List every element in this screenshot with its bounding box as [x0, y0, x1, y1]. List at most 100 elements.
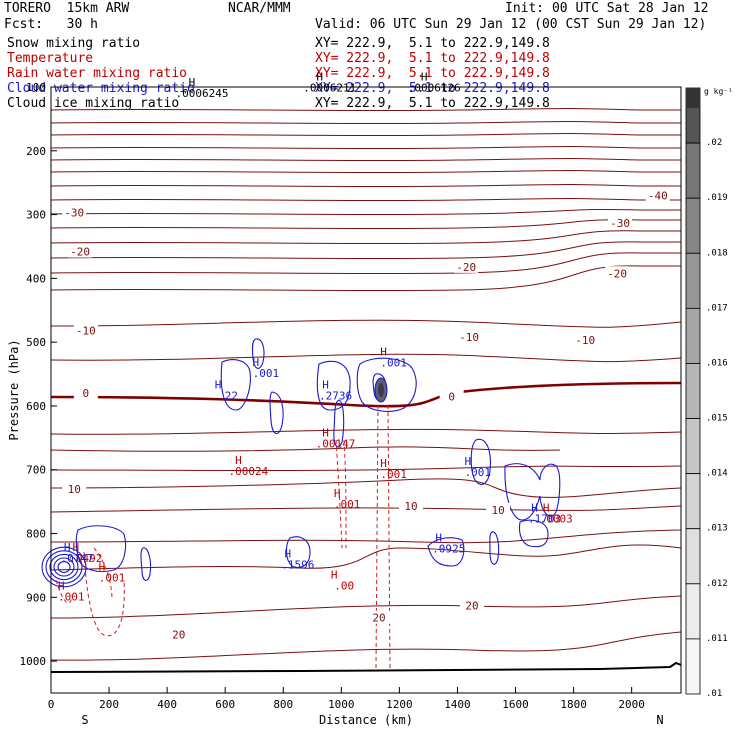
- field-name-temperature: Temperature: [7, 51, 94, 66]
- x-tick-label: 400: [157, 698, 177, 711]
- isotherm: [50, 170, 681, 174]
- maximum-label: .001: [334, 498, 361, 511]
- colorbar-swatch: [686, 88, 700, 108]
- maximum-label: .22: [218, 390, 238, 403]
- cloud-water-contour: [220, 359, 251, 411]
- cloud-water-contour: [140, 547, 152, 581]
- colorbar-label: .018: [706, 248, 728, 258]
- cloud-water-contour: [45, 550, 83, 584]
- field-name-rain: Rain water mixing ratio: [7, 66, 188, 81]
- south-label: S: [81, 713, 88, 727]
- isotherm: [50, 595, 682, 619]
- temperature-label: -20: [607, 267, 627, 280]
- model-label: TORERO 15km ARW: [4, 1, 130, 16]
- maximum-label: .001: [99, 571, 126, 584]
- isotherm: [50, 265, 681, 292]
- temperature-label: 0: [448, 390, 455, 403]
- high-marker: H: [99, 560, 106, 573]
- isotherm: [50, 544, 682, 571]
- cloud-water-contour: [269, 391, 284, 434]
- maximum-label: .00024: [229, 465, 269, 478]
- cloud-water-contour: [75, 525, 127, 573]
- high-marker: H: [543, 502, 550, 515]
- temperature-label-bg: [367, 610, 392, 624]
- colorbar-label: .015: [706, 414, 728, 424]
- chart-marks: -40 -30 -30 -20 -20 -20 -10 -10 -10 0 0 10 10 10 20 20 2…: [58, 70, 670, 641]
- rain-water-contour: [83, 551, 125, 637]
- cloud-water-contour: [504, 463, 561, 521]
- maximum-label: .001: [58, 591, 85, 604]
- temperature-label-bg: [459, 598, 484, 612]
- x-tick-label: 1000: [328, 698, 355, 711]
- cloud-water-contour: [251, 338, 265, 369]
- cloud-water-contour: [53, 557, 75, 577]
- cloud-water-contour: [333, 399, 345, 448]
- high-marker: H: [235, 454, 242, 467]
- colorbar-unit: g kg⁻¹: [704, 87, 733, 96]
- cloud-water-contour: [49, 553, 79, 581]
- x-tick-label: 200: [99, 698, 119, 711]
- cloud-water-contour: [470, 438, 491, 485]
- y-tick-label: 200: [26, 145, 46, 158]
- isotherm: [50, 184, 681, 188]
- temperature-label-bg: [457, 330, 482, 344]
- ground-line: [50, 661, 682, 673]
- temperature-label-bg: [73, 323, 98, 337]
- isotherm: [50, 121, 681, 125]
- isotherm: [50, 108, 681, 112]
- high-marker: H: [253, 356, 260, 369]
- temperature-label: -30: [64, 207, 84, 220]
- high-marker: H: [421, 70, 428, 83]
- high-marker: H: [331, 569, 338, 582]
- maximum-label: .00147: [316, 437, 356, 450]
- temperature-label: 10: [491, 504, 504, 517]
- x-tick-label: 1600: [502, 698, 529, 711]
- temperature-label: -20: [456, 261, 476, 274]
- high-marker: H: [380, 345, 387, 358]
- maximum-label: .001: [380, 468, 407, 481]
- high-marker: H: [189, 76, 196, 89]
- maximum-label: .1703: [528, 513, 561, 526]
- colorbar-swatch: [685, 583, 701, 640]
- temperature-label: 20: [172, 628, 185, 641]
- colorbar-label: .017: [706, 303, 728, 313]
- field-name-cloud-ice: Cloud ice mixing ratio: [7, 96, 180, 111]
- high-marker: H: [464, 455, 471, 468]
- isotherm: [50, 505, 682, 513]
- isotherm: [50, 428, 682, 435]
- field-name-snow: Snow mixing ratio: [7, 36, 141, 51]
- temperature-label-bg: [439, 389, 464, 403]
- y-tick-label: 400: [26, 272, 46, 285]
- high-marker: H: [322, 426, 329, 439]
- temperature-label: -10: [575, 334, 595, 347]
- maximum-label: .2736: [319, 390, 352, 403]
- y-tick-label: 1000: [20, 655, 47, 668]
- isotherm: [50, 198, 681, 202]
- temperature-label-bg: [73, 386, 98, 400]
- valid-label: Valid: 06 UTC Sun 29 Jan 12 (00 CST Sun …: [315, 17, 707, 32]
- temperature-label-bg: [68, 244, 93, 258]
- isotherm: [50, 241, 681, 260]
- y-tick-label: 700: [26, 464, 46, 477]
- temperature-label: 10: [404, 500, 417, 513]
- high-marker: H: [215, 379, 222, 392]
- temperature-label-bg: [608, 215, 633, 229]
- maximum-label: .1596: [281, 559, 314, 572]
- isotherm: [50, 353, 682, 363]
- isotherm: [50, 133, 681, 137]
- cloud-water-contour: [285, 536, 311, 569]
- colorbar: .02 .019 .018 .017 .016 .015 .014 .013 .012 .011.…: [685, 87, 733, 699]
- y-tick-label: 300: [26, 209, 46, 222]
- temperature-label-bg: [454, 259, 479, 273]
- colorbar-swatch: [685, 307, 701, 364]
- colorbar-swatch: [685, 638, 701, 695]
- isotherm: [50, 446, 561, 452]
- y-tick-label: 800: [26, 528, 46, 541]
- maximum-label: .001: [253, 367, 280, 380]
- isotherm: [50, 319, 682, 328]
- x-tick-label: 1400: [444, 698, 471, 711]
- colorbar-swatch: [685, 528, 701, 585]
- rain-water-contour: [93, 547, 113, 601]
- colorbar-swatch: [685, 142, 701, 199]
